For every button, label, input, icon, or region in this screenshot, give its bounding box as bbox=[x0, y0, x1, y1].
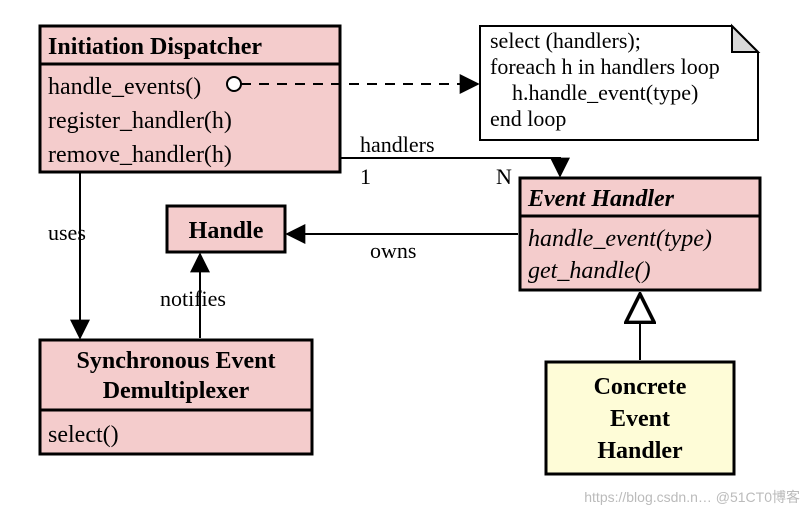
event-handler-member-1: get_handle() bbox=[528, 258, 651, 284]
watermark-text: https://blog.csdn.n… @51CT0博客 bbox=[584, 489, 800, 505]
dispatcher-member-0: handle_events() bbox=[48, 74, 201, 100]
class-handle: Handle bbox=[167, 206, 285, 252]
handle-title: Handle bbox=[189, 218, 264, 244]
note-pseudocode: select (handlers); foreach h in handlers… bbox=[480, 26, 758, 140]
class-concrete-event-handler: Concrete Event Handler bbox=[546, 362, 734, 474]
note-line-3: end loop bbox=[490, 106, 566, 131]
edge-handlers-label: handlers bbox=[360, 132, 435, 157]
edge-handlers-multN: N bbox=[496, 164, 512, 189]
dispatcher-member-1: register_handler(h) bbox=[48, 108, 232, 134]
edge-uses-label: uses bbox=[48, 220, 86, 245]
edge-owns: owns bbox=[287, 234, 518, 263]
edge-uses: uses bbox=[48, 172, 86, 338]
note-line-0: select (handlers); bbox=[490, 28, 641, 53]
concrete-line-1: Event bbox=[610, 406, 670, 432]
reactor-uml-diagram: Initiation Dispatcher handle_events() re… bbox=[0, 0, 810, 512]
event-handler-title: Event Handler bbox=[527, 186, 675, 212]
concrete-line-2: Handler bbox=[597, 438, 683, 464]
concrete-line-0: Concrete bbox=[594, 374, 687, 400]
demux-title-0: Synchronous Event bbox=[77, 348, 276, 374]
edge-notifies-label: notifies bbox=[160, 286, 226, 311]
demux-member-0: select() bbox=[48, 422, 119, 448]
edge-owns-label: owns bbox=[370, 238, 416, 263]
dispatcher-title: Initiation Dispatcher bbox=[48, 34, 262, 60]
dispatcher-member-2: remove_handler(h) bbox=[48, 142, 232, 168]
class-initiation-dispatcher: Initiation Dispatcher handle_events() re… bbox=[40, 26, 340, 172]
demux-title-1: Demultiplexer bbox=[103, 378, 250, 404]
class-event-handler: Event Handler handle_event(type) get_han… bbox=[520, 178, 760, 290]
event-handler-member-0: handle_event(type) bbox=[528, 226, 712, 252]
edge-notifies: notifies bbox=[160, 254, 226, 338]
note-line-1: foreach h in handlers loop bbox=[490, 54, 720, 79]
note-line-2: h.handle_event(type) bbox=[490, 80, 698, 105]
class-demultiplexer: Synchronous Event Demultiplexer select() bbox=[40, 340, 312, 454]
edge-handlers-mult1: 1 bbox=[360, 164, 371, 189]
note-anchor-circle-icon bbox=[227, 77, 241, 91]
